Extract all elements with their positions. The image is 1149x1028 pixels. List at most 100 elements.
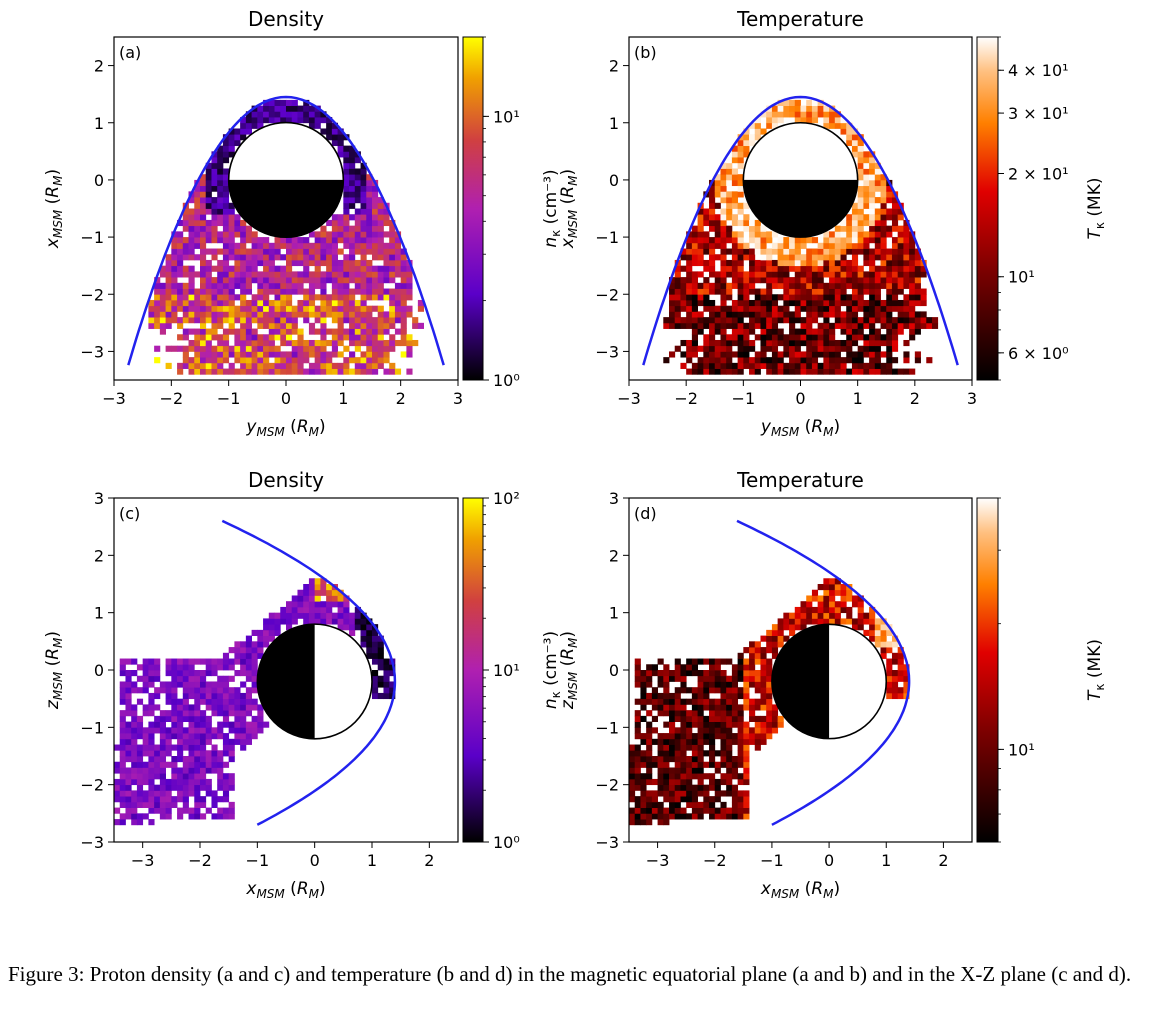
heatmap-cell (869, 157, 876, 164)
heatmap-cell (182, 796, 189, 803)
heatmap-cell (314, 237, 321, 244)
heatmap-cell (136, 773, 144, 780)
heatmap-cell (286, 357, 293, 364)
heatmap-cell (286, 254, 293, 261)
heatmap-cell (234, 305, 241, 312)
heatmap-cell (686, 242, 693, 249)
heatmap-cell (697, 357, 704, 364)
heatmap-cell (349, 299, 356, 307)
heatmap-cell (274, 351, 281, 358)
heatmap-cell (165, 807, 172, 814)
heatmap-cell (851, 219, 859, 227)
heatmap-cell (823, 242, 830, 249)
heatmap-cell (200, 738, 207, 745)
heatmap-cell (697, 322, 704, 329)
heatmap-cell (211, 750, 218, 757)
heatmap-cell (857, 624, 864, 631)
heatmap-cell (337, 128, 344, 135)
heatmap-cell (377, 339, 384, 347)
heatmap-cell (217, 727, 224, 734)
heatmap-cell (891, 214, 899, 221)
heatmap-cell (857, 612, 864, 619)
heatmap-cell (806, 339, 813, 347)
heatmap-cell (686, 778, 693, 786)
heatmap-cell (125, 801, 132, 808)
heatmap-cell (651, 796, 658, 803)
heatmap-cell (737, 282, 744, 289)
heatmap-cell (194, 271, 201, 278)
heatmap-cell (663, 322, 670, 329)
heatmap-cell (394, 328, 402, 335)
heatmap-cell (177, 299, 184, 307)
heatmap-cell (377, 197, 384, 204)
heatmap-cell (366, 624, 373, 631)
heatmap-cell (257, 629, 264, 636)
heatmap-cell (720, 710, 727, 717)
heatmap-cell (314, 248, 321, 255)
heatmap-cell (125, 670, 132, 677)
heatmap-cell (794, 328, 801, 335)
heatmap-cell (205, 299, 212, 307)
heatmap-cell (686, 322, 693, 329)
y-tick-label: −2 (595, 776, 619, 795)
heatmap-cell (646, 727, 653, 734)
heatmap-cell (326, 339, 333, 347)
heatmap-cell (303, 237, 310, 244)
planet-night-side (228, 179, 344, 238)
heatmap-cell (222, 214, 230, 221)
heatmap-cell (194, 807, 201, 814)
heatmap-cell (760, 727, 767, 734)
heatmap-cell (372, 219, 379, 227)
heatmap-cell (308, 606, 316, 614)
heatmap-cell (903, 294, 910, 301)
heatmap-cell (663, 819, 670, 826)
heatmap-cell (726, 162, 733, 169)
heatmap-cell (389, 225, 396, 232)
heatmap-cell (874, 174, 881, 181)
heatmap-cell (726, 305, 733, 312)
heatmap-cell (834, 288, 841, 295)
heatmap-cell (228, 299, 235, 307)
heatmap-cell (806, 248, 813, 255)
heatmap-cell (709, 225, 716, 232)
heatmap-cell (171, 675, 178, 682)
heatmap-cell (217, 784, 224, 791)
heatmap-cell (372, 294, 379, 301)
heatmap-cell (714, 704, 721, 711)
heatmap-cell (834, 368, 841, 375)
heatmap-cell (354, 339, 361, 347)
heatmap-cell (903, 225, 910, 232)
heatmap-cell (326, 357, 333, 364)
heatmap-cell (749, 710, 756, 717)
heatmap-cell (703, 351, 710, 358)
heatmap-cell (709, 362, 716, 369)
heatmap-cell (823, 345, 830, 352)
heatmap-cell (400, 328, 407, 335)
heatmap-cell (811, 305, 819, 312)
heatmap-cell (251, 629, 258, 636)
heatmap-cell (646, 675, 653, 682)
heatmap-cell (320, 311, 327, 318)
heatmap-cell (771, 624, 779, 631)
heatmap-cell (171, 271, 178, 278)
heatmap-cell (205, 681, 212, 688)
heatmap-cell (794, 277, 801, 284)
heatmap-cell (222, 231, 230, 238)
heatmap-cell (783, 624, 790, 631)
heatmap-cell (389, 265, 396, 272)
heatmap-cell (743, 299, 750, 307)
heatmap-cell (674, 733, 681, 740)
heatmap-cell (800, 351, 807, 358)
heatmap-cell (372, 202, 379, 209)
heatmap-cell (834, 259, 841, 267)
heatmap-cell (354, 624, 361, 631)
heatmap-cell (343, 317, 350, 324)
heatmap-cell (771, 339, 779, 347)
heatmap-cell (217, 311, 224, 318)
heatmap-cell (136, 801, 144, 808)
heatmap-cell (686, 773, 693, 780)
heatmap-cell (703, 727, 710, 734)
heatmap-cell (829, 122, 836, 129)
heatmap-cell (205, 294, 212, 301)
heatmap-cell (303, 294, 310, 301)
